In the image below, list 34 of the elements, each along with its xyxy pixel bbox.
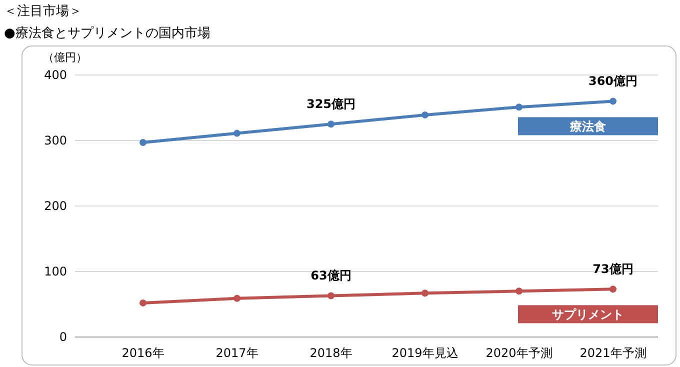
x-tick-label: 2021年予測 bbox=[580, 346, 646, 360]
series-label: サプリメント bbox=[552, 308, 624, 322]
point bbox=[422, 290, 428, 297]
point bbox=[516, 288, 522, 295]
y-tick-label: 0 bbox=[59, 330, 67, 344]
y-tick-label: 100 bbox=[44, 264, 67, 278]
data-label: 360億円 bbox=[588, 74, 638, 88]
y-tick-label: 200 bbox=[44, 199, 67, 213]
x-tick-label: 2017年 bbox=[216, 346, 258, 360]
data-label: 73億円 bbox=[592, 262, 634, 276]
x-tick-label: 2020年予測 bbox=[486, 346, 552, 360]
name-tag: 療法食 bbox=[518, 117, 658, 136]
data-label: 325億円 bbox=[306, 97, 356, 112]
y-axis-title: （億円） bbox=[43, 51, 87, 64]
series-label: 療法食 bbox=[569, 120, 606, 134]
point bbox=[140, 138, 146, 146]
x-tick-label: 2016年 bbox=[122, 346, 164, 360]
y-tick-label: 300 bbox=[44, 134, 67, 148]
name-tag: サプリメント bbox=[518, 305, 658, 324]
point bbox=[234, 130, 240, 137]
point bbox=[328, 120, 334, 128]
point bbox=[610, 286, 616, 293]
chart-title: ＜注目市場＞ bbox=[4, 4, 82, 19]
data-label: 63億円 bbox=[310, 268, 352, 283]
chart-subtitle: ●療法食とサプリメントの国内市場 bbox=[4, 26, 210, 41]
point bbox=[234, 294, 240, 302]
x-tick-label: 2019年見込 bbox=[392, 346, 458, 360]
point bbox=[422, 111, 428, 118]
point bbox=[610, 98, 616, 105]
point bbox=[516, 104, 522, 111]
y-tick-label: 400 bbox=[44, 68, 67, 82]
point bbox=[140, 299, 146, 306]
point bbox=[328, 292, 334, 300]
x-tick-label: 2018年 bbox=[310, 346, 352, 360]
